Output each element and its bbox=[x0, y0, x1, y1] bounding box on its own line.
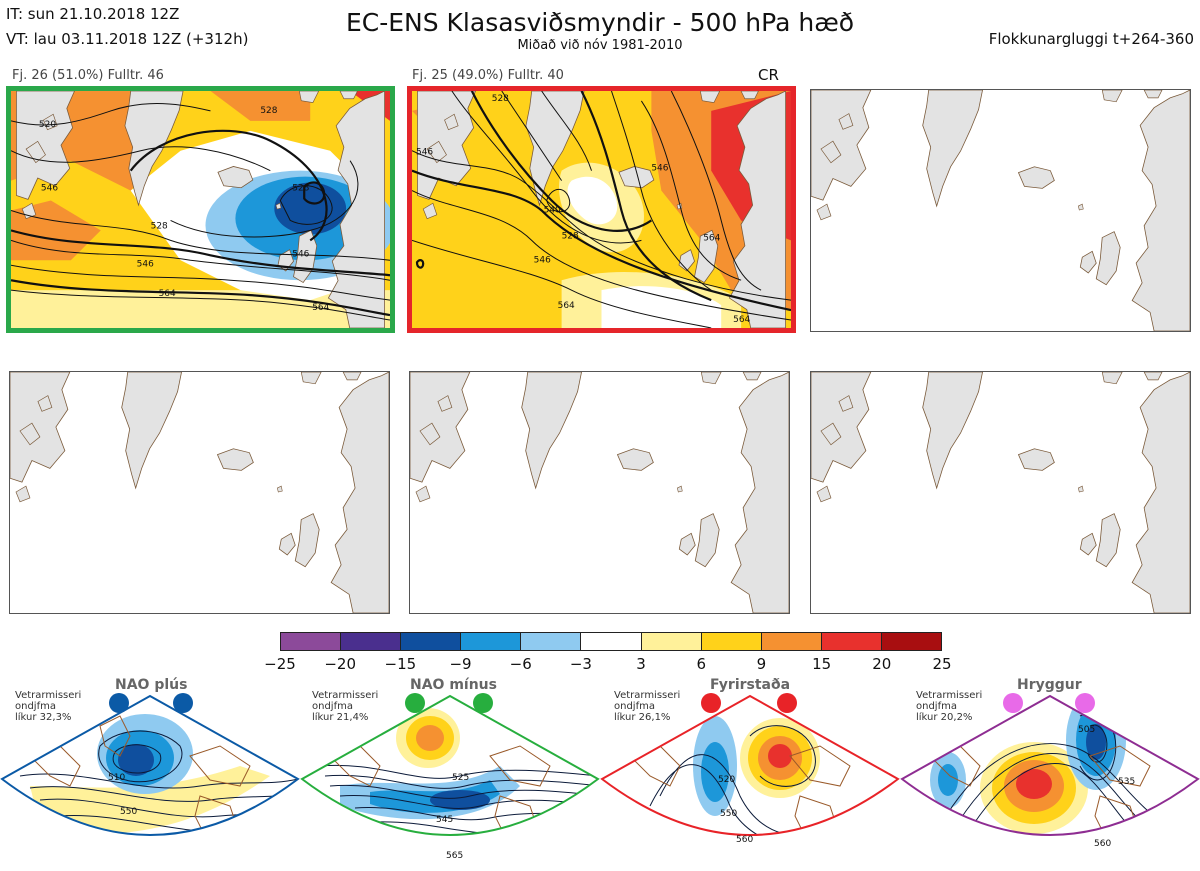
contour-label: 546 bbox=[292, 249, 309, 259]
contour-label: 546 bbox=[651, 164, 668, 174]
regime-dot bbox=[405, 693, 425, 713]
cluster-2-map-graphic: 546 528 546 540 528 546 564 564 564 bbox=[412, 91, 791, 328]
contour-label: 560 bbox=[1094, 839, 1111, 849]
regime-nao-plus-title: NAO plús bbox=[115, 677, 188, 693]
empty-map-panel-3 bbox=[810, 89, 1191, 332]
cluster-1-map: 546 520 528 528 528 546 546 564 564 bbox=[6, 86, 395, 333]
empty-map-graphic bbox=[811, 90, 1190, 331]
contour-label: 528 bbox=[492, 94, 509, 104]
regime-blocking-map: 520 550 560 bbox=[600, 694, 900, 845]
colorbar-tick-label: 20 bbox=[872, 655, 892, 673]
regime-nao-minus-map: 525 545 565 bbox=[300, 694, 600, 861]
regime-ridge-map: 505 535 560 bbox=[900, 694, 1200, 849]
colorbar-tick-label: 9 bbox=[756, 655, 767, 673]
regime-dot bbox=[473, 693, 493, 713]
colorbar-segment bbox=[641, 633, 702, 650]
cluster-2-map: 546 528 546 540 528 546 564 564 564 bbox=[407, 86, 796, 333]
colorbar-tick-label: 6 bbox=[696, 655, 707, 673]
regime-dot bbox=[1075, 693, 1095, 713]
regime-blocking-title: Fyrirstaða bbox=[710, 677, 791, 693]
colorbar-segment bbox=[281, 633, 342, 650]
colorbar-segment bbox=[461, 633, 522, 650]
regime-ridge: 505 535 560 Hryggur Vetrarmisseri ondjfma… bbox=[900, 676, 1200, 871]
empty-map-panel-5 bbox=[409, 371, 790, 614]
contour-label: 546 bbox=[534, 255, 551, 265]
colorbar-tick-label: −9 bbox=[449, 655, 472, 673]
initial-time: IT: sun 21.10.2018 12Z bbox=[6, 5, 180, 23]
empty-map-panel-6 bbox=[810, 371, 1191, 614]
regime-nao-minus-note: Vetrarmisseri ondjfma líkur 21,4% bbox=[312, 690, 379, 723]
empty-map-graphic bbox=[811, 372, 1190, 613]
classification-window: Flokkunargluggi t+264-360 bbox=[988, 30, 1194, 48]
control-run-tag: CR bbox=[758, 66, 779, 84]
contour-label: 545 bbox=[436, 815, 453, 825]
colorbar-tick-label: 25 bbox=[932, 655, 952, 673]
cluster-1-map-graphic: 546 520 528 528 528 546 546 564 564 bbox=[11, 91, 390, 328]
colorbar-segment bbox=[521, 633, 582, 650]
regime-nao-plus-map: 510 550 bbox=[0, 694, 300, 836]
regime-dot bbox=[173, 693, 193, 713]
contour-label: 564 bbox=[159, 289, 176, 299]
anomaly-colorbar bbox=[280, 632, 942, 651]
page-title: EC-ENS Klasasviðsmyndir - 500 hPa hæð bbox=[345, 8, 855, 37]
colorbar-tick-label: −20 bbox=[324, 655, 356, 673]
regime-nao-plus-note: Vetrarmisseri ondjfma líkur 32,3% bbox=[15, 690, 82, 723]
regime-dot bbox=[701, 693, 721, 713]
colorbar-tick-label: 15 bbox=[812, 655, 832, 673]
colorbar-segment bbox=[341, 633, 402, 650]
contour-label: 525 bbox=[452, 773, 469, 783]
regime-ridge-note: Vetrarmisseri ondjfma líkur 20,2% bbox=[916, 690, 983, 723]
regime-blocking: 520 550 560 Fyrirstaða Vetrarmisseri ondj… bbox=[600, 676, 900, 871]
colorbar-tick-label: −3 bbox=[569, 655, 592, 673]
colorbar-segment bbox=[401, 633, 462, 650]
contour-label: 546 bbox=[41, 184, 58, 194]
cluster-2-label: Fj. 25 (49.0%) Fulltr. 40 bbox=[412, 68, 564, 83]
contour-label: 546 bbox=[137, 259, 154, 269]
contour-label: 528 bbox=[260, 106, 277, 116]
empty-map-graphic bbox=[410, 372, 789, 613]
contour-label: 550 bbox=[720, 809, 737, 819]
regime-nao-minus-title: NAO mínus bbox=[410, 677, 497, 693]
contour-label: 520 bbox=[39, 120, 56, 130]
colorbar-tick-label: 3 bbox=[636, 655, 646, 673]
contour-label: 546 bbox=[416, 148, 433, 158]
regime-nao-minus: 525 545 565 NAO mínus Vetrarmisseri ondjf… bbox=[300, 676, 600, 871]
colorbar-segment bbox=[821, 633, 882, 650]
colorbar-segment bbox=[881, 633, 942, 650]
contour-label: 528 bbox=[292, 184, 309, 194]
contour-label: 540 bbox=[544, 205, 561, 215]
contour-label: 564 bbox=[312, 303, 329, 313]
contour-label: 528 bbox=[151, 221, 168, 231]
contour-label: 560 bbox=[736, 835, 753, 845]
regime-nao-plus: 510 550 NAO plús Vetrarmisseri ondjfma lík… bbox=[0, 676, 300, 871]
regime-ridge-title: Hryggur bbox=[1017, 677, 1082, 693]
contour-label: 528 bbox=[562, 231, 579, 241]
colorbar-segment bbox=[761, 633, 822, 650]
empty-map-panel-4 bbox=[9, 371, 390, 614]
regime-dot bbox=[109, 693, 129, 713]
empty-map-graphic bbox=[10, 372, 389, 613]
colorbar-tick-label: −25 bbox=[264, 655, 296, 673]
cluster-1-label: Fj. 26 (51.0%) Fulltr. 46 bbox=[12, 68, 164, 83]
colorbar-tick-label: −6 bbox=[509, 655, 532, 673]
contour-label: 564 bbox=[733, 315, 750, 325]
contour-label: 565 bbox=[446, 851, 463, 861]
valid-time: VT: lau 03.11.2018 12Z (+312h) bbox=[6, 30, 249, 48]
climate-reference: Miðað við nóv 1981-2010 bbox=[517, 38, 683, 53]
contour-label: 505 bbox=[1078, 725, 1095, 735]
contour-label: 550 bbox=[120, 807, 137, 817]
regime-dot bbox=[1003, 693, 1023, 713]
colorbar-tick-label: −15 bbox=[384, 655, 417, 673]
contour-label: 520 bbox=[718, 775, 735, 785]
contour-label: 564 bbox=[703, 233, 720, 243]
colorbar-segment bbox=[701, 633, 762, 650]
contour-label: 510 bbox=[108, 773, 125, 783]
regime-blocking-note: Vetrarmisseri ondjfma líkur 26,1% bbox=[614, 690, 681, 723]
contour-label: 564 bbox=[558, 301, 575, 311]
colorbar-segment bbox=[581, 633, 642, 650]
contour-label: 535 bbox=[1118, 777, 1135, 787]
regime-dot bbox=[777, 693, 797, 713]
